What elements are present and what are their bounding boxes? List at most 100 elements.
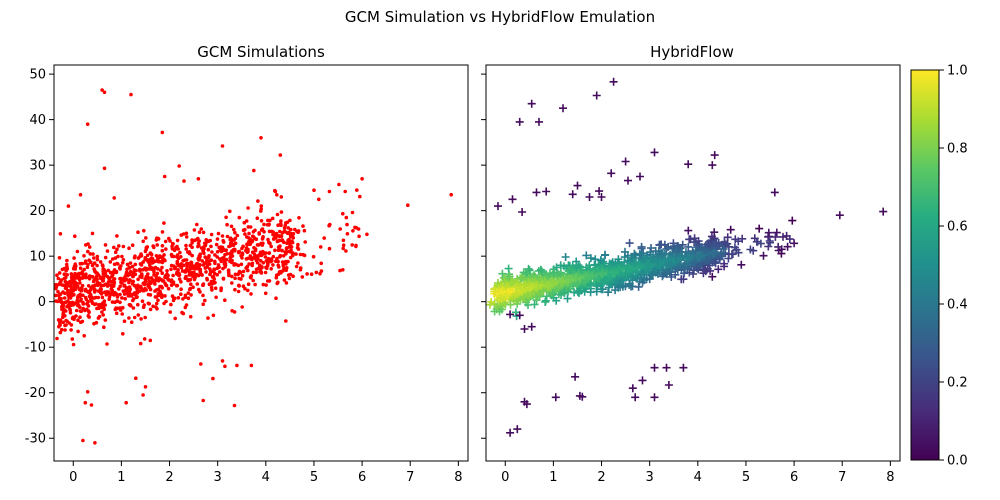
scatter-point	[66, 204, 71, 208]
scatter-point	[301, 224, 305, 228]
right-y-axis	[481, 73, 486, 439]
scatter-point	[879, 207, 888, 216]
scatter-point	[223, 364, 227, 369]
scatter-point	[691, 247, 700, 256]
scatter-point	[138, 341, 143, 346]
scatter-point	[543, 282, 552, 291]
scatter-point	[215, 250, 220, 254]
scatter-point	[112, 245, 116, 250]
scatter-point	[86, 242, 90, 246]
scatter-point	[240, 305, 244, 309]
scatter-point	[259, 228, 264, 232]
scatter-point	[630, 249, 639, 258]
scatter-point	[338, 268, 342, 273]
scatter-point	[582, 263, 591, 272]
scatter-point	[357, 234, 361, 239]
scatter-point	[112, 268, 117, 272]
scatter-point	[143, 266, 147, 271]
scatter-point	[153, 265, 158, 270]
scatter-point	[728, 250, 737, 258]
x-tick-label: 0	[501, 470, 509, 485]
scatter-point	[160, 279, 165, 283]
scatter-point	[782, 231, 791, 240]
scatter-point	[188, 243, 193, 248]
scatter-point	[88, 252, 93, 256]
scatter-point	[628, 384, 637, 393]
scatter-point	[164, 247, 168, 251]
scatter-point	[121, 305, 125, 310]
scatter-point	[249, 292, 253, 296]
scatter-point	[710, 151, 719, 160]
scatter-point	[490, 287, 499, 296]
scatter-point	[103, 269, 107, 274]
scatter-point	[354, 243, 358, 248]
scatter-point	[185, 261, 189, 266]
x-tick-label: 8	[886, 470, 894, 485]
scatter-point	[82, 334, 86, 338]
scatter-point	[164, 299, 168, 304]
y-tick-label: -20	[25, 386, 46, 401]
scatter-point	[117, 244, 121, 248]
scatter-point	[196, 244, 200, 249]
scatter-point	[153, 282, 157, 286]
scatter-point	[245, 250, 250, 255]
scatter-point	[86, 284, 91, 288]
scatter-point	[181, 259, 185, 263]
scatter-point	[647, 255, 656, 264]
scatter-point	[122, 292, 127, 296]
scatter-point	[645, 275, 654, 284]
scatter-point	[180, 310, 184, 315]
scatter-point	[676, 261, 685, 270]
scatter-point	[341, 243, 346, 247]
scatter-point	[573, 181, 582, 190]
scatter-point	[248, 225, 253, 229]
scatter-point	[210, 250, 214, 254]
scatter-point	[206, 316, 210, 320]
scatter-point	[133, 254, 137, 258]
scatter-point	[298, 266, 303, 270]
scatter-point	[136, 302, 140, 307]
scatter-point	[175, 283, 180, 288]
scatter-point	[267, 223, 271, 227]
scatter-point	[58, 232, 63, 236]
scatter-point	[255, 257, 260, 261]
scatter-point	[106, 268, 111, 273]
scatter-point	[70, 337, 75, 341]
scatter-point	[75, 249, 80, 254]
scatter-point	[221, 276, 226, 281]
colorbar-tick-label: 0.0	[947, 454, 968, 469]
scatter-point	[360, 177, 364, 181]
scatter-point	[154, 301, 159, 306]
scatter-point	[61, 310, 66, 315]
scatter-point	[406, 203, 410, 207]
scatter-point	[296, 261, 300, 265]
scatter-point	[236, 289, 241, 294]
scatter-point	[86, 262, 90, 267]
scatter-point	[684, 242, 693, 251]
scatter-point	[160, 265, 164, 270]
scatter-point	[141, 260, 145, 264]
scatter-point	[169, 302, 173, 307]
scatter-point	[209, 244, 213, 249]
scatter-point	[229, 254, 233, 259]
scatter-point	[592, 91, 601, 100]
left-panel: GCM Simulations 0 1 2 3 4 5 6 7 8 -30 -20 -10 0 10 20…	[25, 43, 469, 485]
scatter-point	[572, 263, 581, 272]
scatter-point	[591, 265, 600, 274]
scatter-point	[487, 297, 496, 306]
scatter-point	[505, 272, 514, 281]
scatter-point	[521, 268, 530, 277]
scatter-point	[112, 196, 116, 200]
scatter-point	[127, 246, 131, 250]
scatter-point	[261, 235, 265, 239]
scatter-point	[158, 268, 163, 273]
scatter-point	[582, 251, 591, 260]
scatter-point	[83, 400, 88, 405]
scatter-point	[586, 254, 595, 263]
scatter-point	[93, 269, 97, 273]
scatter-point	[284, 268, 289, 273]
scatter-point	[160, 293, 164, 297]
scatter-point	[532, 188, 541, 197]
scatter-point	[752, 237, 761, 246]
scatter-point	[152, 259, 156, 263]
